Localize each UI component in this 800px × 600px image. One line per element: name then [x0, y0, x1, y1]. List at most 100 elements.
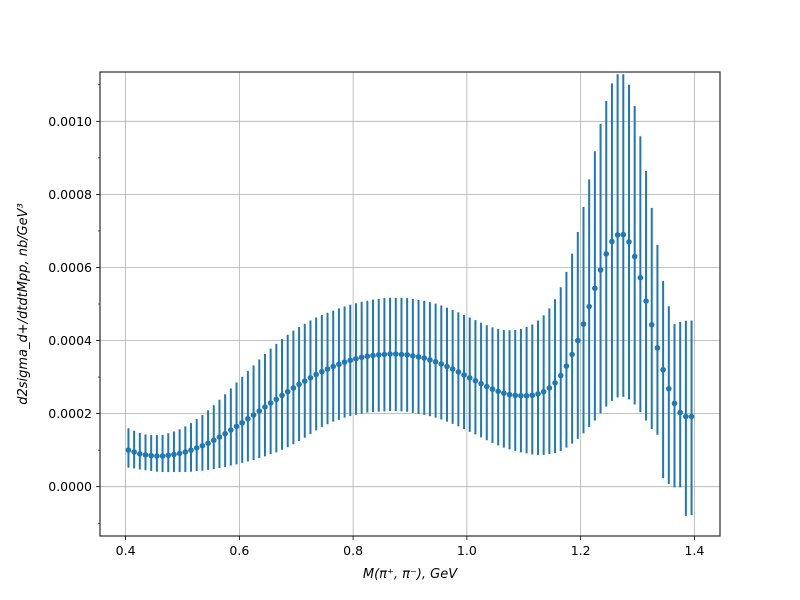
plot-frame — [99, 71, 721, 537]
y-tick-label: 0.0004 — [48, 333, 92, 348]
x-tick-label: 1.4 — [684, 543, 704, 558]
data-point — [557, 372, 564, 379]
data-point — [455, 369, 462, 375]
data-point — [574, 337, 581, 344]
data-point — [284, 388, 291, 395]
x-tick-label: 0.8 — [343, 543, 363, 558]
data-point — [427, 357, 433, 363]
data-point — [262, 404, 268, 410]
data-point — [222, 430, 228, 437]
data-point — [677, 409, 683, 416]
data-point — [324, 366, 331, 372]
x-tick-label: 1.2 — [571, 543, 591, 558]
data-point — [415, 354, 422, 360]
data-point — [398, 351, 405, 358]
x-axis-ticks: 0.4 0.6 0.8 1.0 1.2 1.4 — [116, 536, 704, 558]
error-bars — [127, 74, 693, 516]
data-point — [137, 450, 143, 457]
data-point — [176, 450, 183, 457]
data-point — [347, 357, 354, 364]
data-point — [626, 239, 632, 245]
x-tick-label: 0.4 — [116, 543, 136, 558]
data-point — [563, 363, 570, 369]
data-point — [506, 391, 513, 398]
data-point — [330, 363, 337, 370]
data-point — [182, 449, 189, 455]
data-point — [239, 419, 246, 426]
data-point — [341, 359, 348, 365]
data-point — [148, 452, 154, 459]
data-point — [290, 385, 297, 391]
y-axis-label: d2sigma_d+/dtdtMpp, nb/GeV³ — [16, 203, 31, 405]
data-point — [193, 445, 200, 451]
data-point — [267, 400, 274, 406]
y-tick-label: 0.0010 — [48, 114, 92, 129]
data-point — [671, 400, 678, 407]
data-point — [353, 356, 359, 362]
data-point — [279, 392, 285, 399]
data-point — [552, 380, 558, 386]
data-point — [228, 427, 234, 433]
data-point — [199, 442, 206, 449]
data-point — [449, 366, 456, 372]
data-point — [483, 383, 490, 390]
data-point — [336, 361, 342, 368]
data-point — [125, 447, 132, 453]
data-point — [159, 453, 166, 459]
data-point — [495, 388, 501, 395]
data-point — [438, 361, 445, 367]
data-point — [518, 392, 524, 399]
x-axis-label: M(π⁺, π⁻), GeV — [363, 567, 458, 582]
data-point — [643, 298, 649, 304]
data-point — [210, 437, 217, 444]
data-point — [142, 452, 149, 458]
data-point — [472, 377, 479, 384]
data-point — [540, 388, 547, 395]
data-point — [597, 267, 604, 273]
data-point — [250, 412, 257, 418]
grid-lines — [100, 72, 720, 536]
data-point — [654, 345, 661, 351]
data-point — [296, 381, 302, 388]
data-point — [301, 378, 308, 384]
data-point — [364, 353, 371, 360]
data-point — [523, 392, 530, 399]
data-point — [313, 371, 319, 378]
data-point — [319, 368, 325, 375]
data-point — [603, 251, 610, 257]
y-axis-ticks: 0.0000 0.0002 0.0004 0.0006 0.0008 0.0010 — [48, 84, 100, 524]
data-point — [432, 358, 439, 365]
data-point — [546, 385, 553, 391]
data-point — [614, 232, 621, 238]
data-point — [620, 231, 627, 238]
data-point — [461, 372, 467, 378]
data-point — [592, 285, 598, 292]
data-point — [688, 413, 695, 420]
data-point — [205, 440, 211, 447]
y-tick-label: 0.0000 — [48, 479, 92, 494]
data-point — [233, 423, 240, 430]
data-point — [501, 390, 507, 396]
data-point — [381, 351, 388, 358]
data-point — [273, 396, 280, 403]
data-point — [535, 391, 541, 397]
data-point — [410, 353, 416, 359]
data-point — [358, 354, 365, 361]
data-point — [580, 321, 587, 327]
data-point — [307, 375, 314, 381]
data-point — [131, 449, 137, 455]
data-point — [586, 303, 592, 310]
data-point — [529, 392, 536, 399]
data-point — [444, 363, 450, 370]
data-point — [631, 253, 638, 260]
data-point — [666, 385, 672, 392]
data-point — [478, 380, 484, 387]
x-tick-label: 0.6 — [229, 543, 249, 558]
data-point — [154, 453, 160, 459]
data-point — [609, 238, 615, 245]
data-point — [375, 351, 382, 358]
data-point — [660, 366, 666, 373]
data-point — [648, 322, 655, 328]
data-point — [392, 351, 399, 357]
